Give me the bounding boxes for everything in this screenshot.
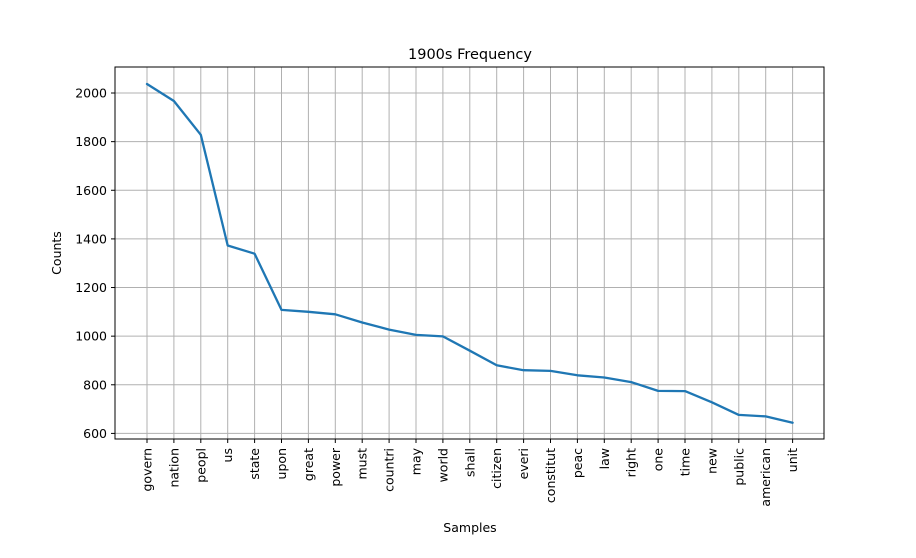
x-tick-label: unit <box>785 448 800 472</box>
data-point <box>630 381 632 383</box>
y-tick-label: 1600 <box>75 183 107 198</box>
x-tick-label: one <box>651 448 666 472</box>
y-tick-label: 1200 <box>75 280 107 295</box>
x-tick-label: nation <box>166 448 181 488</box>
data-point <box>576 374 579 376</box>
x-tick-label: public <box>731 448 746 486</box>
data-point <box>227 244 229 247</box>
x-tick-label: constitut <box>543 448 558 503</box>
x-tick-label: law <box>597 448 612 469</box>
x-tick-label: time <box>678 448 693 477</box>
y-axis-label: Counts <box>49 231 64 275</box>
data-point <box>146 83 148 85</box>
data-point <box>200 134 202 136</box>
data-point <box>523 369 525 371</box>
data-point <box>361 321 363 324</box>
x-tick-label: new <box>704 448 719 474</box>
x-tick-label: shall <box>462 448 477 477</box>
data-point <box>711 401 713 403</box>
y-axis: 600 800 1000 1200 1400 1600 1800 2000 <box>75 86 115 441</box>
data-point <box>765 415 767 417</box>
chart-title: 1900s Frequency <box>408 47 532 63</box>
x-tick-label: world <box>435 448 450 482</box>
x-tick-label: peopl <box>193 448 208 483</box>
data-point <box>603 376 605 379</box>
x-tick-label: countri <box>382 448 397 492</box>
data-point <box>415 334 417 336</box>
x-tick-label: govern <box>140 448 155 492</box>
x-axis-label: Samples <box>443 520 496 535</box>
y-tick-label: 1800 <box>75 134 107 149</box>
x-tick-label: peac <box>570 448 585 478</box>
x-tick-label: state <box>247 448 262 480</box>
y-tick-label: 1400 <box>75 231 107 246</box>
data-point <box>173 100 175 102</box>
x-tick-label: power <box>328 447 343 486</box>
y-tick-label: 600 <box>83 426 107 441</box>
x-tick-label: great <box>301 448 316 481</box>
data-point <box>254 253 256 255</box>
x-axis: govern nation peopl us state upon great power mu… <box>140 439 800 507</box>
data-point <box>496 364 498 366</box>
series-group <box>145 82 794 424</box>
x-tick-label: american <box>758 448 773 507</box>
x-tick-label: right <box>624 448 639 477</box>
data-point <box>280 309 283 311</box>
data-point <box>549 370 552 372</box>
x-tick-label: everi <box>516 448 531 479</box>
data-point <box>469 350 471 352</box>
x-tick-label: citizen <box>489 448 504 489</box>
data-point <box>684 390 686 392</box>
data-point <box>792 422 794 424</box>
y-tick-label: 800 <box>83 377 107 392</box>
x-tick-label: us <box>220 448 235 462</box>
y-tick-label: 2000 <box>75 86 107 101</box>
x-tick-label: must <box>355 448 370 480</box>
data-point <box>657 390 659 392</box>
data-point <box>442 335 444 337</box>
data-point <box>334 313 336 315</box>
x-tick-label: may <box>409 447 424 475</box>
x-tick-label: upon <box>274 448 289 479</box>
data-point <box>307 311 309 313</box>
data-point <box>738 414 740 416</box>
y-tick-label: 1000 <box>75 329 107 344</box>
grid-lines <box>115 67 824 439</box>
data-point <box>388 328 390 331</box>
